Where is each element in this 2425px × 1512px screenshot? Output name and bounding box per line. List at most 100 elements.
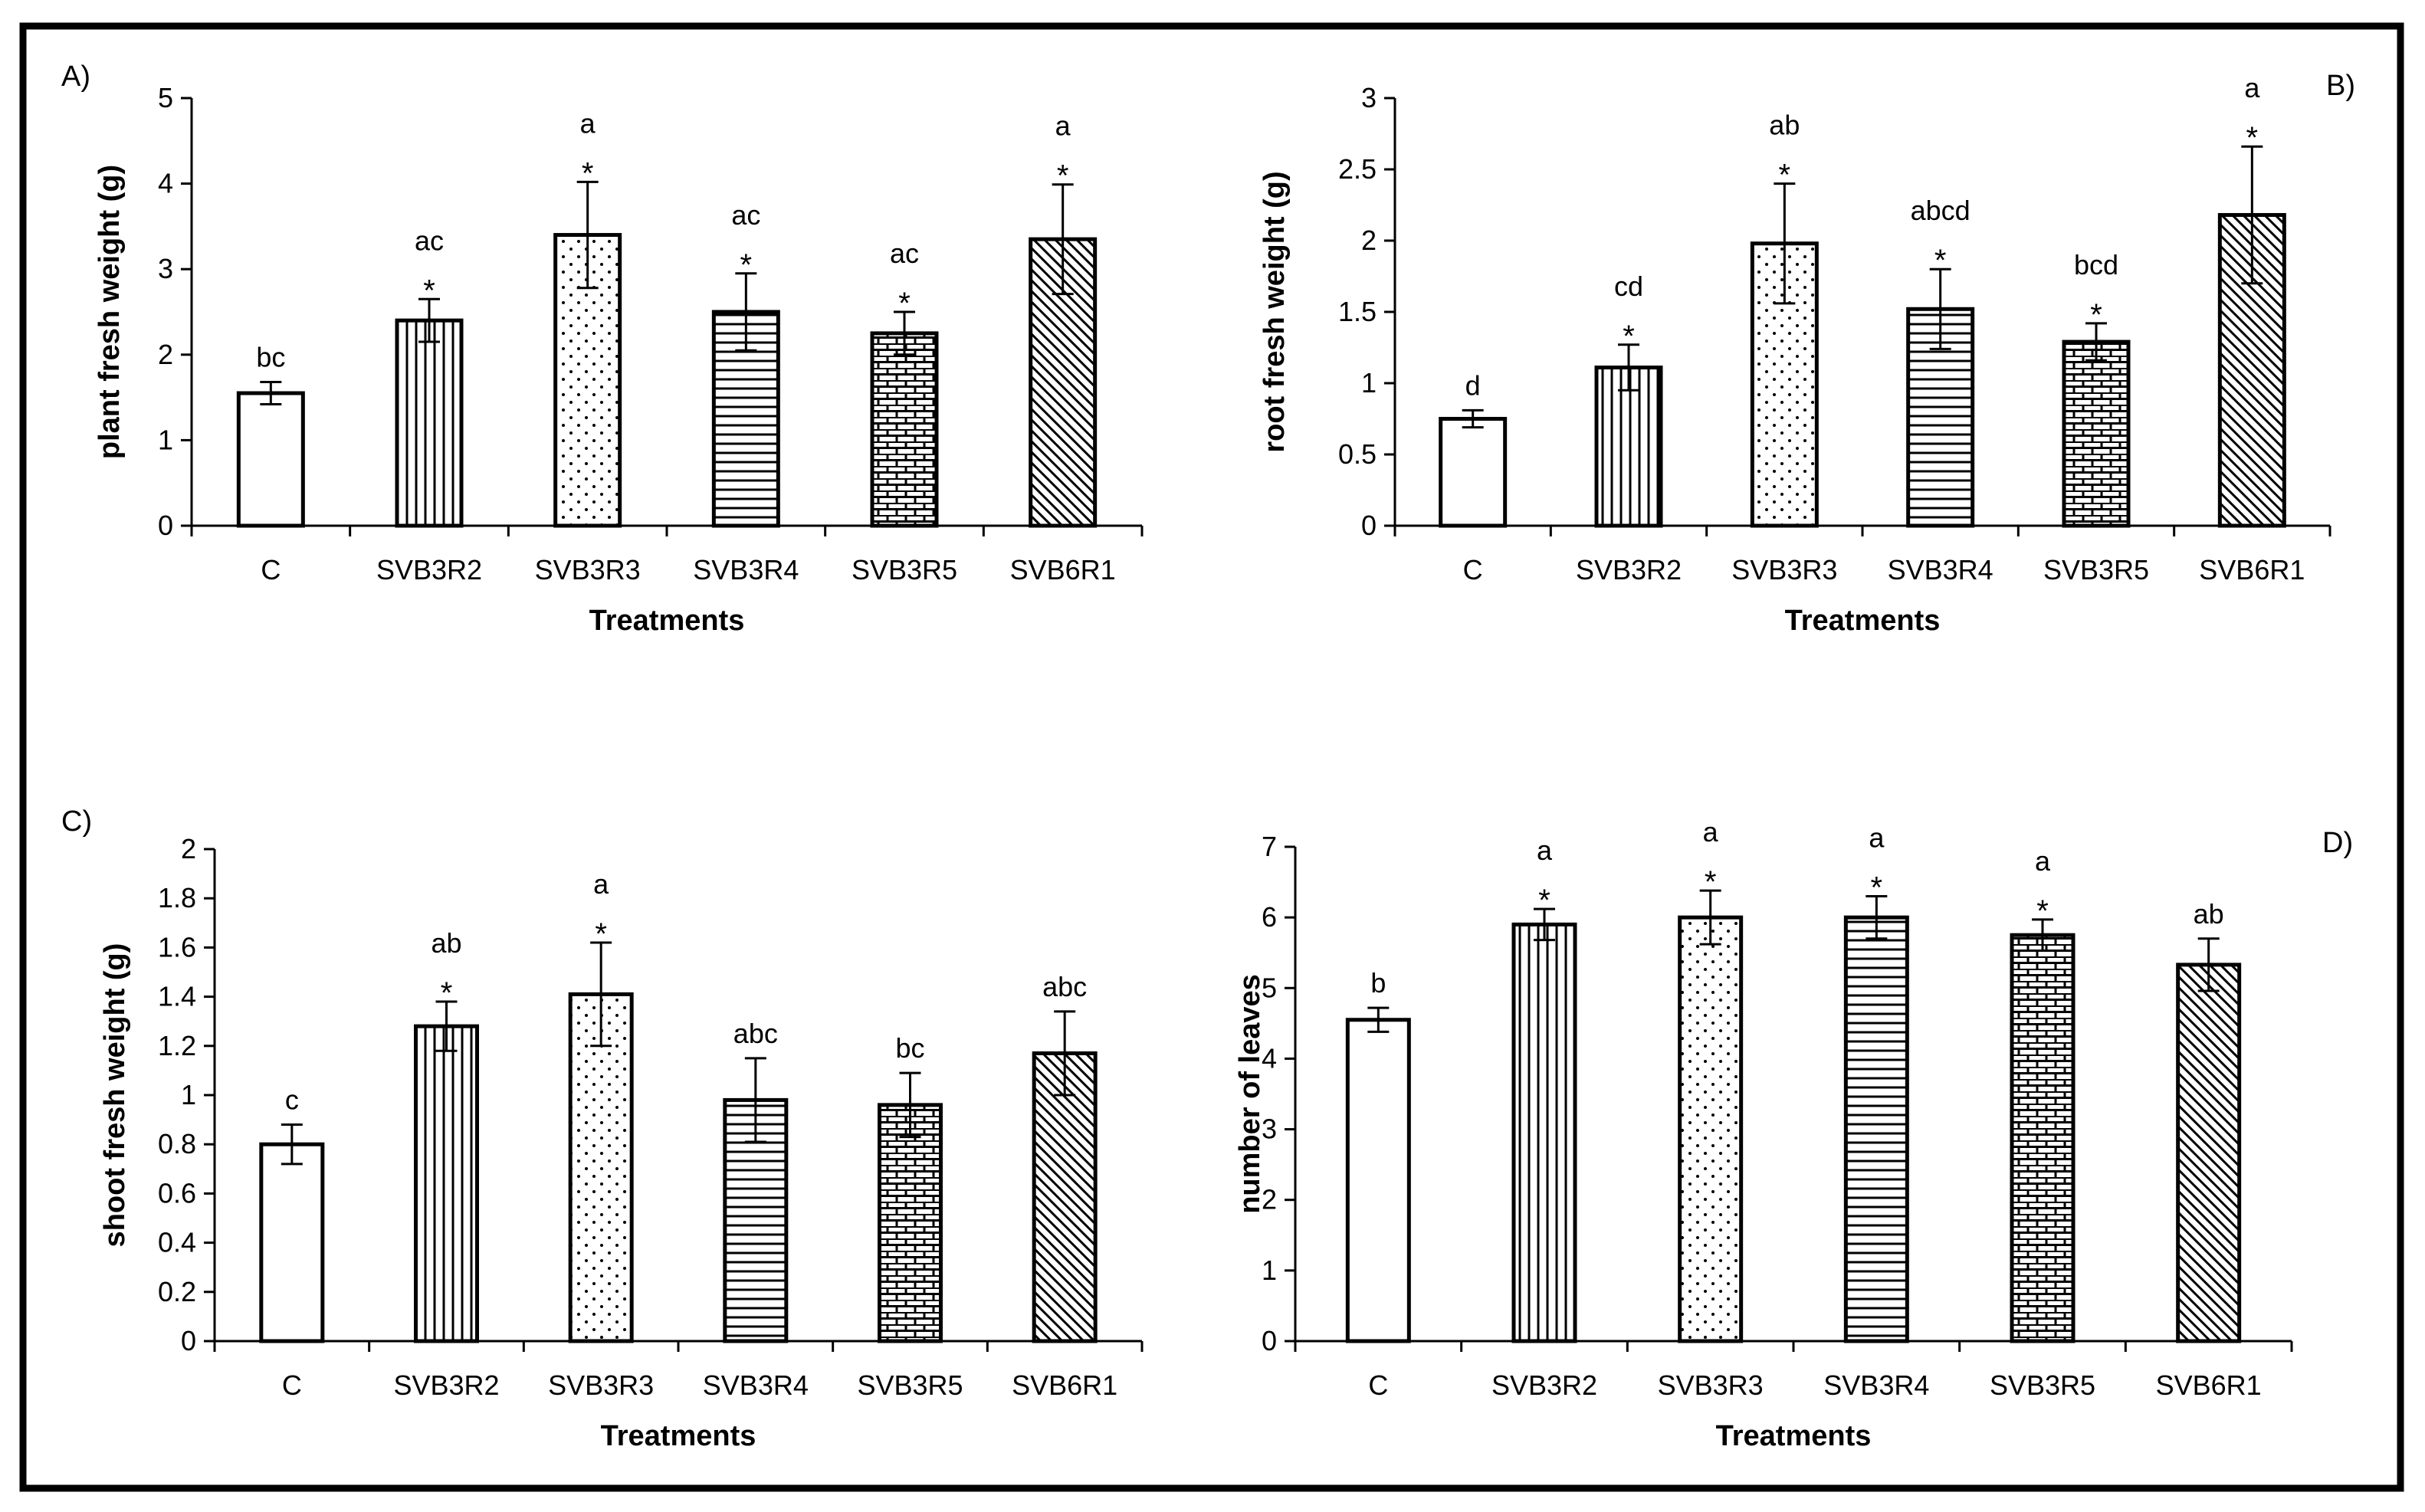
y-tick-label: 1.5	[1338, 296, 1377, 327]
significance-star: *	[582, 156, 594, 190]
error-bar	[260, 381, 282, 406]
significance-letter: abcd	[1911, 195, 1971, 226]
x-tick-label: SVB3R2	[376, 554, 482, 585]
y-tick-label: 0.4	[158, 1227, 196, 1258]
panel-label-b: B)	[2326, 70, 2355, 102]
chart-panel-b: B) 00.511.522.53dC*cdSVB3R2*abSVB3R3*abc…	[1258, 70, 2355, 637]
error-bar	[1534, 907, 1555, 942]
y-tick-label: 0.5	[1338, 438, 1377, 470]
x-tick-label: SVB3R4	[703, 1369, 809, 1401]
significance-letter: bc	[256, 342, 285, 373]
x-tick-label: SVB3R5	[1990, 1369, 2095, 1401]
significance-star: *	[898, 287, 911, 320]
significance-star: *	[2036, 894, 2049, 928]
x-tick-label: C	[1368, 1369, 1388, 1401]
bar	[395, 318, 464, 528]
chart-panel-c: C) 0 0.2 0.4 0.6 0.8 1 1.2 1.4 1.6 1.8 2 c C * ab SVB3R…	[61, 805, 1144, 1452]
y-tick-label: 2.5	[1338, 153, 1377, 185]
significance-letter: abc	[1042, 971, 1087, 1002]
x-tick-label: C	[261, 554, 281, 585]
significance-letter: ac	[731, 199, 760, 231]
error-bar	[899, 1071, 921, 1139]
significance-letter: ab	[1769, 110, 1800, 141]
error-bar	[1618, 343, 1639, 392]
bar	[1511, 922, 1577, 1343]
y-tick-label: 5	[158, 82, 173, 113]
x-tick-label: SVB3R2	[393, 1369, 499, 1401]
significance-star: *	[1623, 320, 1635, 353]
error-bar	[1462, 408, 1484, 429]
error-bar	[576, 180, 599, 290]
y-axis-title: shoot fresh weight (g)	[99, 943, 131, 1248]
significance-star: *	[2246, 121, 2259, 155]
x-axis-title: Treatments	[601, 1420, 756, 1452]
chart-panel-d: D) 0 1 2 3 4 5 6 7 b C * a SVB3R2 * a SVB3R3 * a SVB3R4 * a S…	[1234, 816, 2353, 1452]
x-tick-label: SVB3R3	[535, 554, 641, 585]
error-bar	[1929, 267, 1951, 350]
significance-letter: a	[1055, 110, 1071, 142]
significance-letter: ab	[2194, 898, 2224, 930]
panel-label-d: D)	[2322, 827, 2353, 859]
y-tick-label: 1.2	[158, 1030, 196, 1061]
significance-star: *	[1705, 865, 1717, 899]
significance-letter: a	[1537, 835, 1553, 866]
y-tick-label: 3	[1262, 1114, 1277, 1145]
y-tick-label: 2	[181, 833, 196, 864]
y-tick-label: 0.6	[158, 1177, 196, 1209]
x-tick-label: SVB6R1	[1010, 554, 1116, 585]
x-tick-label: SVB3R3	[548, 1369, 654, 1401]
x-axis-title: Treatments	[589, 605, 745, 637]
bar	[1032, 1051, 1098, 1343]
error-bar	[735, 272, 757, 352]
error-bar	[418, 297, 440, 343]
error-bar	[744, 1057, 766, 1143]
y-tick-label: 2	[1361, 225, 1377, 256]
y-tick-label: 1.4	[158, 981, 196, 1012]
y-axis-title: number of leaves	[1234, 974, 1266, 1214]
significance-letter: ac	[415, 225, 444, 256]
y-tick-label: 4	[1262, 1042, 1277, 1074]
x-tick-label: SVB3R5	[2043, 554, 2149, 585]
significance-star: *	[1779, 159, 1791, 192]
error-bar	[2085, 322, 2107, 362]
y-axis-title: root fresh weight (g)	[1258, 171, 1291, 452]
y-tick-label: 3	[1361, 82, 1377, 113]
error-bar	[1866, 895, 1888, 940]
x-tick-label: SVB3R5	[857, 1369, 963, 1401]
bar	[236, 391, 305, 528]
bar	[1439, 417, 1508, 528]
significance-letter: c	[285, 1084, 299, 1116]
error-bar	[2032, 918, 2053, 952]
x-tick-label: C	[1463, 554, 1483, 585]
error-bar	[590, 941, 612, 1048]
significance-star: *	[1934, 244, 1947, 277]
y-tick-label: 2	[158, 339, 173, 370]
error-bar	[1367, 1006, 1390, 1033]
y-tick-label: 0.2	[158, 1276, 196, 1307]
y-axis-title: plant fresh weight (g)	[94, 165, 126, 459]
x-tick-label: SVB3R5	[852, 554, 957, 585]
error-bar	[1052, 183, 1074, 296]
bar	[1843, 915, 1909, 1343]
bar	[878, 1103, 943, 1343]
significance-star: *	[423, 274, 435, 307]
y-tick-label: 7	[1262, 831, 1277, 862]
panel-label-a: A)	[61, 61, 90, 93]
significance-letter: d	[1465, 369, 1481, 401]
significance-star: *	[441, 976, 453, 1010]
y-tick-label: 1	[158, 424, 173, 455]
y-tick-label: 3	[158, 253, 173, 284]
bar	[2010, 933, 2076, 1343]
y-tick-label: 1	[1361, 367, 1377, 398]
x-tick-label: SVB3R4	[1888, 554, 1993, 585]
y-tick-label: 1	[1262, 1255, 1277, 1286]
x-tick-label: SVB3R3	[1731, 554, 1837, 585]
x-axis-title: Treatments	[1716, 1420, 1872, 1452]
y-tick-label: 4	[158, 168, 173, 199]
y-tick-label: 5	[1262, 972, 1277, 1003]
significance-letter: ab	[431, 927, 461, 959]
y-tick-label: 0	[1262, 1325, 1277, 1356]
error-bar	[1774, 182, 1796, 305]
error-bar	[1054, 1010, 1076, 1097]
x-tick-label: SVB3R2	[1576, 554, 1682, 585]
